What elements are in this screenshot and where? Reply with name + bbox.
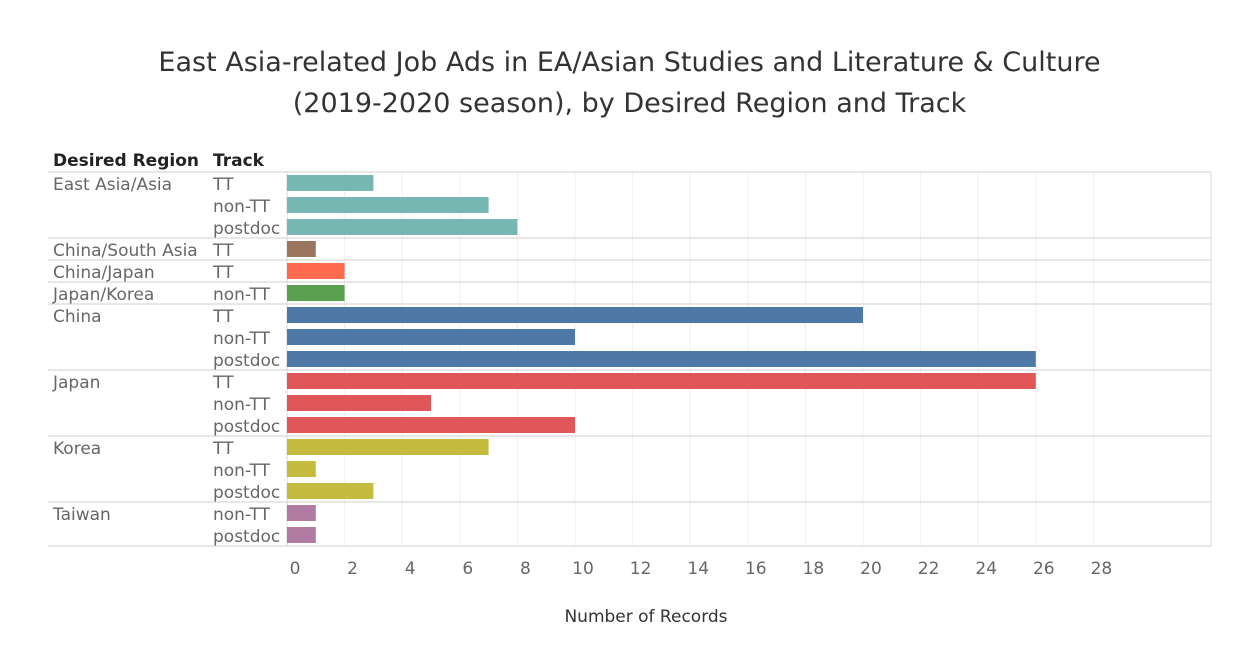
bar — [287, 307, 863, 323]
bar — [287, 285, 345, 301]
track-label: postdoc — [213, 483, 280, 503]
chart-title-line-1: East Asia-related Job Ads in EA/Asian St… — [158, 47, 1101, 78]
region-label: Korea — [53, 439, 101, 459]
x-tick-label: 4 — [405, 559, 416, 579]
region-label: Japan — [52, 373, 100, 393]
x-tick-label: 12 — [630, 559, 652, 579]
region-label: China — [53, 307, 102, 327]
x-tick-label: 8 — [520, 559, 531, 579]
region-label: Taiwan — [52, 505, 111, 525]
bar — [287, 461, 316, 477]
bar — [287, 373, 1036, 389]
track-label: postdoc — [213, 219, 280, 239]
bar — [287, 505, 316, 521]
x-tick-label: 24 — [975, 559, 997, 579]
bar — [287, 263, 345, 279]
bar — [287, 197, 489, 213]
track-label: non-TT — [213, 197, 271, 217]
x-tick-label: 16 — [745, 559, 767, 579]
x-tick-label: 10 — [572, 559, 594, 579]
x-tick-label: 18 — [803, 559, 825, 579]
track-label: postdoc — [213, 527, 280, 547]
x-tick-label: 22 — [918, 559, 940, 579]
track-label: non-TT — [213, 395, 271, 415]
bars — [287, 175, 1036, 543]
region-label: China/Japan — [53, 263, 155, 283]
region-label: East Asia/Asia — [53, 175, 172, 195]
x-axis-title: Number of Records — [564, 607, 727, 627]
header-desired-region: Desired Region — [53, 151, 199, 171]
x-tick-label: 2 — [347, 559, 358, 579]
track-label: TT — [212, 175, 234, 195]
track-label: TT — [212, 439, 234, 459]
bar — [287, 483, 374, 499]
region-label: Japan/Korea — [52, 285, 154, 305]
header-track: Track — [213, 151, 265, 171]
track-label: non-TT — [213, 285, 271, 305]
track-label: TT — [212, 263, 234, 283]
x-tick-label: 28 — [1091, 559, 1113, 579]
bar — [287, 219, 518, 235]
x-tick-label: 14 — [687, 559, 709, 579]
track-label: non-TT — [213, 329, 271, 349]
track-label: TT — [212, 241, 234, 261]
track-label: non-TT — [213, 461, 271, 481]
bar — [287, 395, 431, 411]
track-label: non-TT — [213, 505, 271, 525]
bar — [287, 527, 316, 543]
region-label: China/South Asia — [53, 241, 198, 261]
group-separators — [48, 171, 1211, 547]
chart-subtitle: (2019-2020 season), by Desired Region an… — [292, 88, 967, 119]
bar — [287, 175, 374, 191]
bar — [287, 417, 575, 433]
track-label: TT — [212, 373, 234, 393]
track-label: TT — [212, 307, 234, 327]
bar — [287, 329, 575, 345]
bar — [287, 241, 316, 257]
x-tick-label: 6 — [462, 559, 473, 579]
chart-title: East Asia-related Job Ads in EA/Asian St… — [0, 42, 1259, 124]
row-labels: East Asia/Asia TTnon-TTpostdocChina/South… — [52, 175, 280, 547]
x-tick-label: 0 — [290, 559, 301, 579]
x-axis: 0 2 4 6 8 10 12 14 16 18 20 22 24 26 28 — [290, 559, 1113, 579]
track-label: postdoc — [213, 417, 280, 437]
x-tick-label: 20 — [860, 559, 882, 579]
x-tick-label: 26 — [1033, 559, 1055, 579]
track-label: postdoc — [213, 351, 280, 371]
bar — [287, 439, 489, 455]
bar — [287, 351, 1036, 367]
